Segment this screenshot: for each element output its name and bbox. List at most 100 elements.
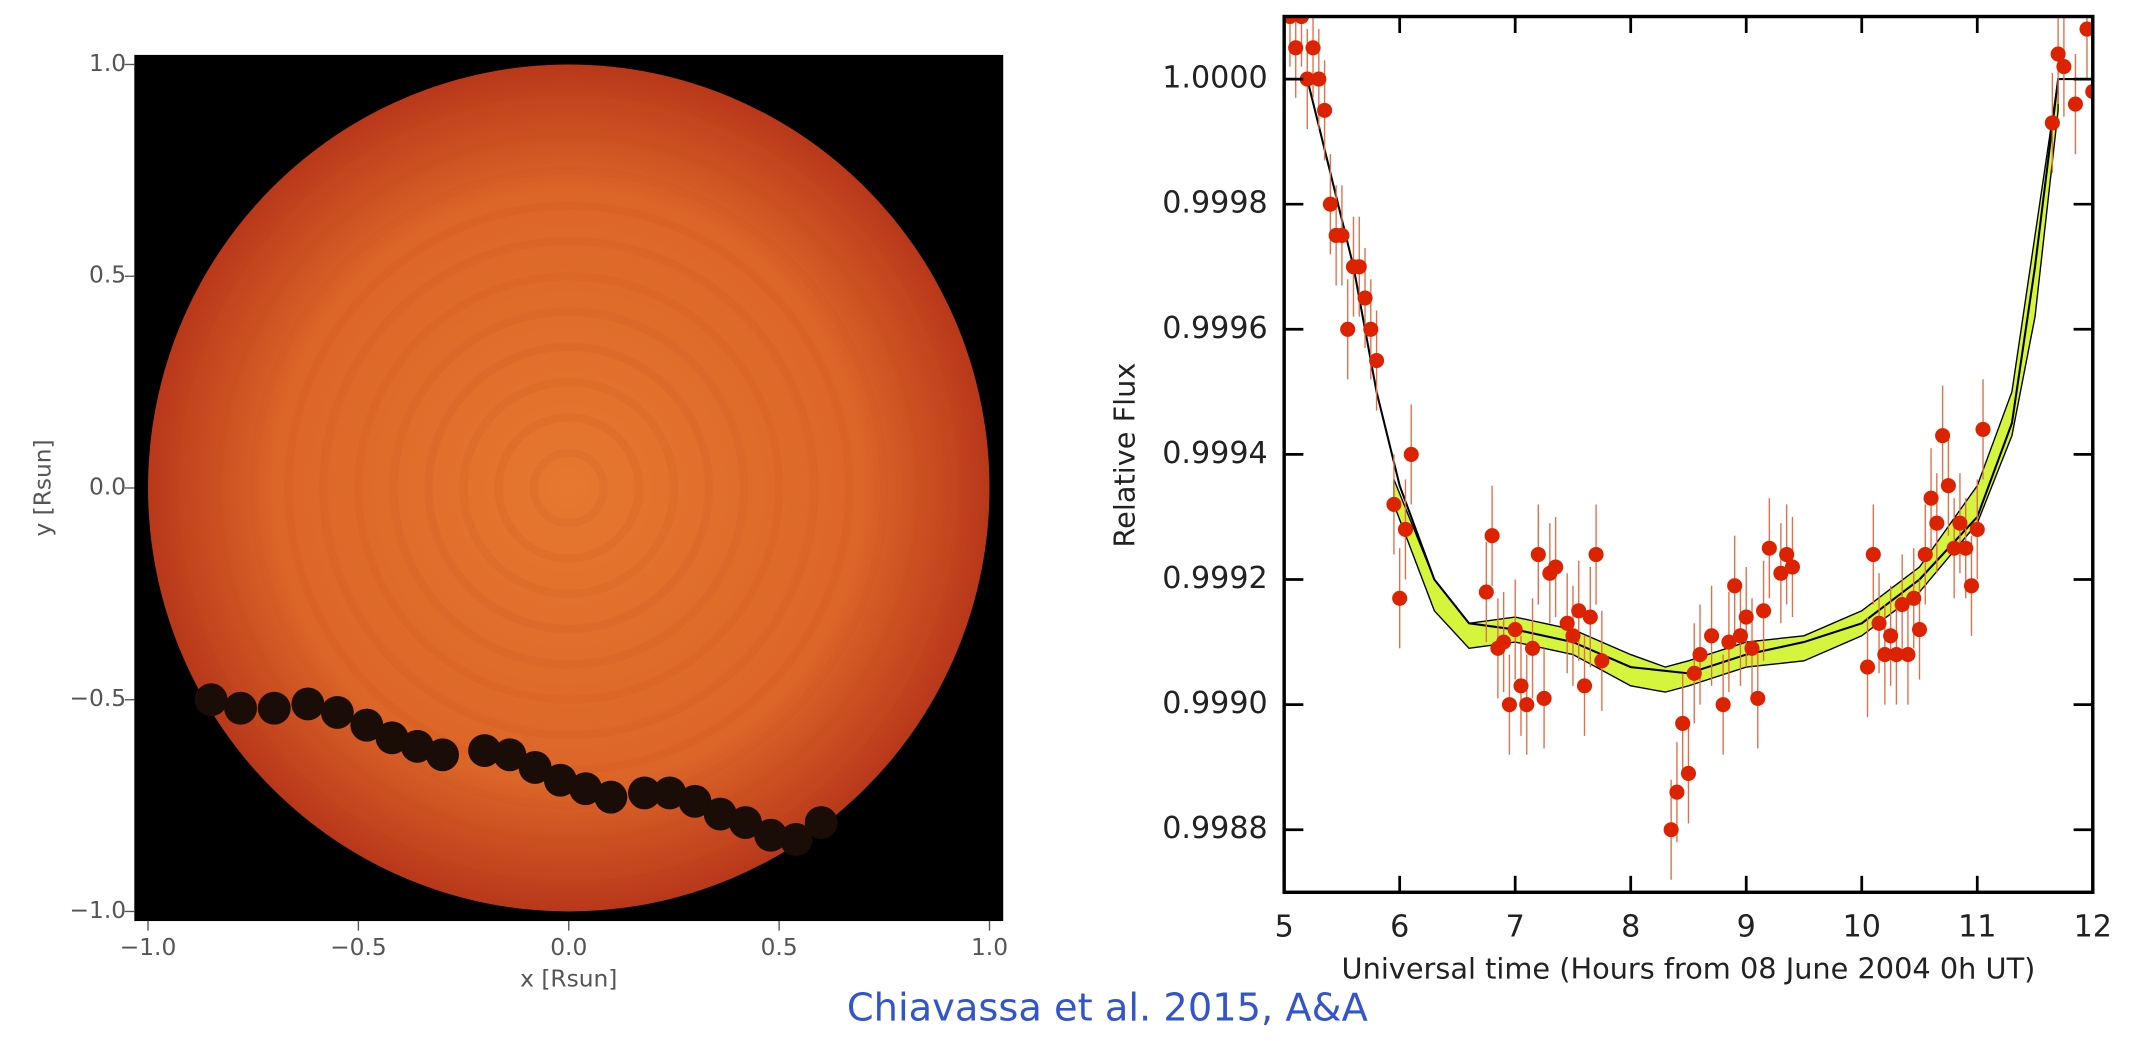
data-point [1773,565,1789,581]
x-axis-title: x [Rsun] [520,965,617,992]
transit-track-dot [754,818,788,852]
disk-ring [214,130,924,845]
data-point [1923,490,1939,506]
data-point [1386,496,1402,512]
data-point [1935,428,1951,444]
data-point [1761,540,1777,556]
disk-ring [459,377,679,598]
data-point [1906,590,1922,606]
data-point [1363,321,1379,337]
y-tick-label: 0.9998 [1162,186,1267,221]
data-point [1507,622,1523,638]
data-point [2056,59,2072,75]
data-point [1940,478,1956,494]
data-point [1883,628,1899,644]
data-point [1576,678,1593,694]
transit-track-dot [569,772,603,806]
data-point [1888,647,1904,663]
x-tick-label: 1.0 [971,934,1008,961]
data-point [1894,596,1910,613]
disk-ring [249,166,889,810]
data-point [1929,515,1945,531]
transit-track-dot [518,751,552,784]
x-tick-label: −0.5 [330,934,387,961]
x-tick-label: 8 [1621,909,1640,944]
data-point [2050,46,2066,62]
data-point [1588,546,1604,563]
y-tick-label: 0.9992 [1162,561,1267,596]
transit-track-dot [426,738,459,772]
data-point [1484,528,1500,544]
data-point [1969,521,1985,538]
data-point [1663,822,1679,838]
data-point [1963,578,1980,594]
stellar-disk [148,64,990,912]
model-band [1393,78,2059,693]
y-tick-label: 0.5 [89,262,126,289]
transit-track-dot [468,734,502,767]
data-point [1496,634,1512,650]
data-point [1340,321,1356,337]
data-point [1501,697,1517,713]
data-point [1565,628,1581,644]
data-point [1357,290,1373,306]
data-point [1721,634,1737,650]
y-tick-label: 0.9990 [1162,686,1267,721]
transit-track-dot [257,691,291,725]
transit-track-dot [493,738,527,772]
transit-track-dot [779,823,813,856]
data-point [2085,84,2093,100]
transit-track-dot [594,780,628,814]
data-point [1392,590,1408,606]
transit-track-dot [194,683,228,717]
y-tick-label: −0.5 [70,685,127,712]
transit-track-dot [375,721,409,755]
data-point [1284,16,1298,25]
y-axis-title: y [Rsun] [29,439,56,536]
x-tick-label: −1.0 [120,934,177,961]
transit-track-dot [653,776,687,810]
data-point [1750,690,1766,706]
caption: Chiavassa et al. 2015, A&A [847,986,1368,1031]
data-point [1975,421,1991,437]
data-point [1293,16,1310,25]
data-point [1403,446,1419,462]
data-point [1311,71,1327,87]
data-point [1530,546,1546,563]
data-point [2079,21,2093,37]
x-tick-label: 0.0 [550,934,587,961]
data-point [1756,603,1772,619]
x-tick-label: 0.5 [761,934,798,961]
transit-track-dot [628,776,661,810]
data-point [1871,615,1887,631]
transit-track-dot [804,806,838,839]
transit-track-dot [678,784,712,818]
transit-track-dot [224,691,258,725]
data-point [1732,628,1748,644]
data-point [1317,102,1333,118]
model-line [1284,78,2093,675]
disk-ring [354,272,784,704]
y-tick-label: −1.0 [70,897,127,924]
x-tick-label: 11 [1958,909,1996,944]
data-point [1692,647,1708,663]
transit-track-dot [703,797,737,831]
x-tick-label: 5 [1275,909,1294,944]
data-point [1299,71,1315,87]
y-tick-label: 1.0000 [1162,61,1267,96]
data-point [1715,697,1731,713]
transit-track-dot [291,687,325,721]
x-tick-label: 9 [1737,909,1756,944]
data-point [1686,665,1702,681]
data-point [1334,227,1350,243]
data-point [1952,515,1968,531]
y-tick-label: 1.0 [89,50,126,77]
transit-track-dot [543,763,577,797]
data-point [1548,559,1564,575]
data-point [1911,622,1928,638]
data-point [1859,659,1876,675]
disk-ring [494,413,643,563]
disk-ring [424,342,714,634]
transit-track-dot [350,708,384,742]
